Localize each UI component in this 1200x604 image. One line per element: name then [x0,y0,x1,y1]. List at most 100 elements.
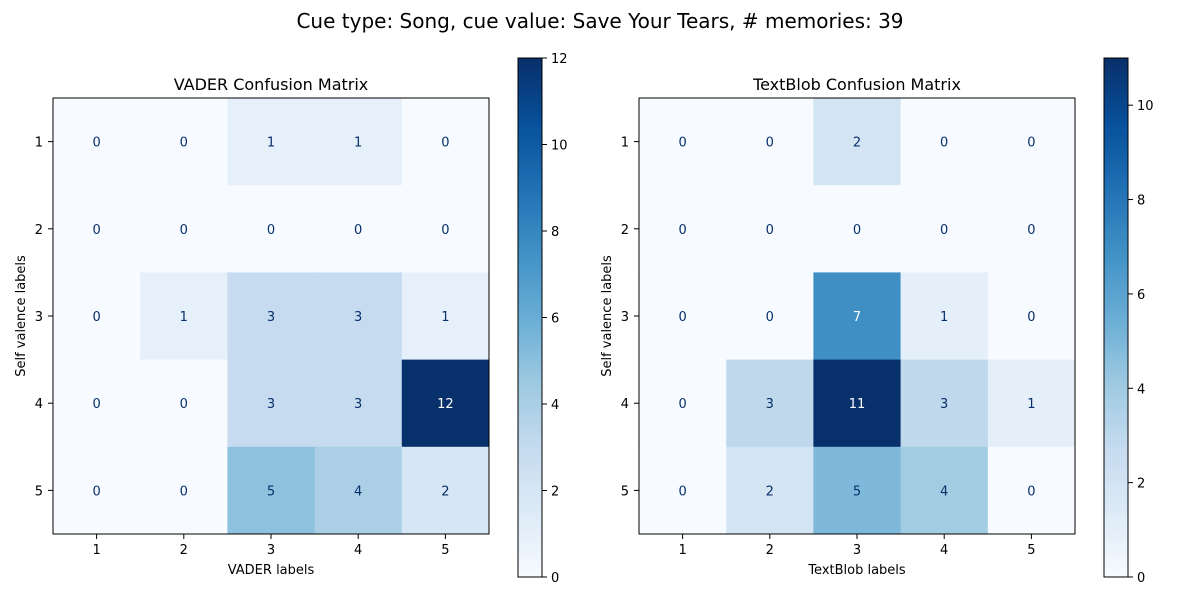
colorbar-segment [1104,559,1128,565]
heatmap-cell [401,359,490,448]
colorbar-segment [1104,135,1128,141]
colorbar-segment [518,525,542,531]
colorbar-segment [1104,222,1128,228]
colorbar-segment [1104,468,1128,474]
heatmap-cell [639,272,727,361]
colorbar-segment [1104,429,1128,435]
heatmap-cell [227,272,316,361]
colorbar-segment [1104,494,1128,500]
colorbar-segment [1104,92,1128,98]
colorbar-segment [518,386,542,392]
colorbar-segment [1104,79,1128,85]
colorbar-segment [518,313,542,319]
colorbar-segment [518,166,542,172]
colorbar-segment [518,300,542,306]
colorbar-segment [1104,447,1128,453]
cell-value-label: 0 [940,223,948,238]
colorbar-segment [518,213,542,219]
chart-title: TextBlob Confusion Matrix [752,75,961,94]
colorbar-segment [518,438,542,444]
colorbar-segment [518,248,542,254]
colorbar-tick-label: 2 [551,485,559,500]
colorbar-segment [518,287,542,293]
cell-value-label: 0 [678,397,686,412]
colorbar-tick-label: 6 [551,312,559,327]
colorbar-segment [1104,75,1128,81]
cell-value-label: 0 [678,136,686,151]
cell-value-label: 0 [853,223,861,238]
colorbar-segment [1104,412,1128,418]
cell-value-label: 12 [437,397,454,412]
heatmap-cell [53,359,141,448]
heatmap-cell [227,359,316,448]
colorbar-segment [518,205,542,210]
colorbar-segment [518,421,542,427]
colorbar-segment [518,481,542,487]
colorbar-segment [1104,144,1128,150]
colorbar-tick-label: 6 [1137,288,1145,303]
colorbar-segment [1104,278,1128,284]
heatmap-cell [726,359,814,448]
colorbar-segment [1104,118,1128,124]
heatmap-cell [401,98,490,186]
heatmap-cell [639,185,727,273]
cell-value-label: 1 [1027,397,1035,412]
cell-value-label: 0 [441,223,449,238]
colorbar-segment [518,317,542,323]
cell-value-label: 1 [354,136,362,151]
colorbar-segment [1104,243,1128,249]
colorbar-segment [1104,399,1128,405]
colorbar-segment [518,429,542,435]
colorbar-segment [1104,248,1128,254]
x-tick-label: 2 [766,543,774,558]
colorbar-segment [518,239,542,245]
colorbar-segment [1104,326,1128,332]
colorbar-segment [1104,503,1128,509]
colorbar-segment [1104,148,1128,154]
colorbar-segment [518,369,542,375]
cell-value-label: 0 [441,136,449,151]
heatmap-cell [140,98,228,186]
cell-value-label: 0 [180,136,188,151]
colorbar-segment [1104,209,1128,215]
colorbar-segment [1104,525,1128,531]
y-axis-label: Self valence labels [14,255,29,377]
cell-value-label: 5 [267,484,275,499]
heatmap-cell [813,272,902,361]
colorbar-segment [518,373,542,379]
heatmap-cell [314,359,403,448]
heatmap-cell [140,272,228,361]
colorbar-segment [518,274,542,280]
colorbar-segment [518,516,542,522]
colorbar-segment [518,92,542,98]
colorbar-segment [1104,256,1128,262]
colorbar-segment [1104,347,1128,353]
colorbar-segment [1104,334,1128,340]
cell-value-label: 11 [849,397,866,412]
colorbar-segment [518,256,542,262]
colorbar-tick-label: 8 [551,225,559,240]
colorbar-segment [518,503,542,509]
cell-value-label: 0 [1027,136,1035,151]
colorbar-segment [1104,313,1128,319]
colorbar-frame [1103,57,1129,578]
colorbar-tick-label: 0 [1137,571,1145,586]
heatmap-cell [314,446,403,535]
colorbar-segment [1104,295,1128,301]
colorbar-segment [518,157,542,163]
cell-value-label: 3 [766,397,774,412]
colorbar-segment [518,326,542,332]
heatmap-cell [53,446,141,535]
colorbar-segment [1104,386,1128,392]
cell-value-label: 0 [267,223,275,238]
heatmap-cell [314,272,403,361]
colorbar-segment [1104,105,1128,111]
colorbar-segment [518,109,542,115]
colorbar-segment [518,551,542,556]
colorbar-segment [1104,507,1128,513]
colorbar-segment [518,243,542,249]
colorbar-segment [1104,378,1128,383]
colorbar-segment [1104,287,1128,293]
colorbar-segment [1104,520,1128,526]
